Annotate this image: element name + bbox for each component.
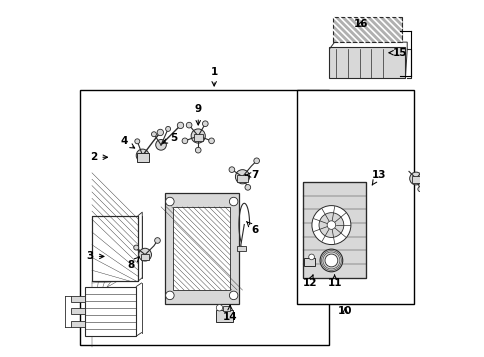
Circle shape — [409, 172, 422, 185]
Bar — [223, 306, 229, 311]
Circle shape — [319, 249, 342, 272]
Bar — [237, 175, 247, 182]
Circle shape — [191, 129, 205, 143]
Circle shape — [154, 238, 160, 243]
Circle shape — [138, 248, 151, 261]
Bar — [92, 216, 138, 281]
Text: 14: 14 — [222, 305, 237, 322]
Circle shape — [202, 121, 208, 126]
Bar — [85, 287, 136, 336]
Bar — [164, 193, 239, 304]
Bar — [92, 216, 138, 281]
Circle shape — [186, 122, 192, 128]
Bar — [297, 90, 413, 304]
Circle shape — [229, 291, 238, 300]
Bar — [193, 134, 202, 141]
Circle shape — [136, 149, 149, 162]
Bar — [140, 253, 149, 260]
Circle shape — [166, 197, 174, 206]
Circle shape — [166, 126, 170, 131]
Text: 3: 3 — [86, 251, 104, 261]
Circle shape — [308, 254, 314, 260]
Circle shape — [324, 254, 337, 267]
Circle shape — [134, 245, 138, 250]
Circle shape — [235, 170, 249, 184]
Bar — [304, 258, 315, 266]
Circle shape — [177, 122, 183, 129]
Bar — [79, 90, 329, 345]
Bar — [332, 17, 401, 42]
Bar — [329, 47, 405, 77]
Bar — [215, 310, 232, 322]
Text: 10: 10 — [337, 306, 352, 316]
Circle shape — [417, 187, 422, 192]
Circle shape — [151, 132, 156, 137]
Circle shape — [229, 197, 238, 206]
Circle shape — [253, 158, 259, 164]
Bar — [71, 296, 85, 302]
Bar — [71, 321, 85, 327]
Bar — [302, 182, 366, 278]
Text: 9: 9 — [194, 105, 201, 125]
Bar — [237, 246, 245, 251]
Text: 1: 1 — [210, 67, 217, 86]
Text: 13: 13 — [371, 170, 385, 185]
Circle shape — [135, 139, 139, 144]
Circle shape — [244, 185, 250, 190]
Circle shape — [195, 147, 201, 153]
Circle shape — [327, 221, 335, 229]
Circle shape — [318, 213, 343, 237]
Text: 4: 4 — [120, 136, 135, 148]
Circle shape — [424, 161, 429, 167]
Text: 7: 7 — [245, 170, 258, 180]
Text: 5: 5 — [163, 133, 177, 143]
Text: 6: 6 — [246, 221, 258, 235]
Text: 8: 8 — [127, 257, 139, 270]
Circle shape — [208, 138, 214, 144]
Circle shape — [228, 167, 234, 172]
Circle shape — [157, 129, 163, 136]
Circle shape — [155, 140, 166, 150]
Text: 16: 16 — [353, 19, 368, 29]
Bar — [173, 207, 229, 290]
Bar — [137, 154, 149, 162]
Text: 15: 15 — [388, 48, 407, 58]
Text: 11: 11 — [327, 275, 341, 288]
Bar — [302, 182, 366, 278]
Circle shape — [182, 138, 187, 144]
Text: 2: 2 — [90, 152, 107, 162]
Circle shape — [311, 206, 350, 245]
Circle shape — [216, 305, 222, 311]
Circle shape — [166, 291, 174, 300]
Bar — [71, 308, 85, 314]
Bar — [411, 176, 420, 183]
Text: 12: 12 — [302, 275, 317, 288]
